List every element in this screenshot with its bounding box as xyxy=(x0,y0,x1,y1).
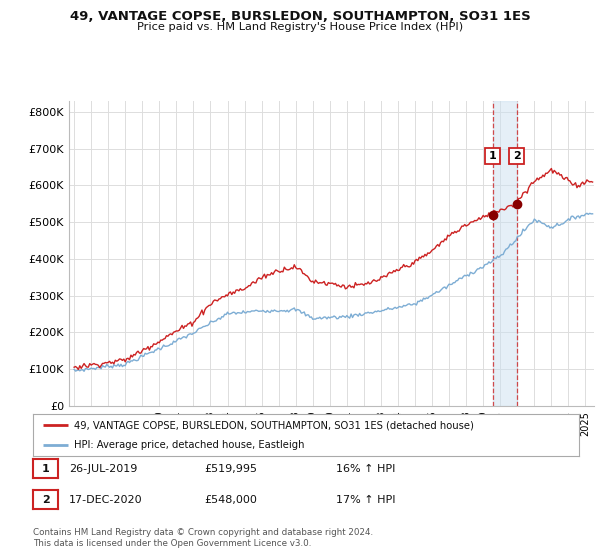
Text: 17% ↑ HPI: 17% ↑ HPI xyxy=(336,494,395,505)
Text: 26-JUL-2019: 26-JUL-2019 xyxy=(69,464,137,474)
Text: 1: 1 xyxy=(489,151,496,161)
Bar xyxy=(493,101,517,406)
Text: 2: 2 xyxy=(42,494,49,505)
Text: 2: 2 xyxy=(513,151,520,161)
Text: 17-DEC-2020: 17-DEC-2020 xyxy=(69,494,143,505)
Text: 1: 1 xyxy=(42,464,49,474)
Text: 16% ↑ HPI: 16% ↑ HPI xyxy=(336,464,395,474)
Text: Price paid vs. HM Land Registry's House Price Index (HPI): Price paid vs. HM Land Registry's House … xyxy=(137,22,463,32)
Text: £548,000: £548,000 xyxy=(204,494,257,505)
Text: £519,995: £519,995 xyxy=(204,464,257,474)
Text: HPI: Average price, detached house, Eastleigh: HPI: Average price, detached house, East… xyxy=(74,440,304,450)
Text: 49, VANTAGE COPSE, BURSLEDON, SOUTHAMPTON, SO31 1ES: 49, VANTAGE COPSE, BURSLEDON, SOUTHAMPTO… xyxy=(70,10,530,23)
Text: 49, VANTAGE COPSE, BURSLEDON, SOUTHAMPTON, SO31 1ES (detached house): 49, VANTAGE COPSE, BURSLEDON, SOUTHAMPTO… xyxy=(74,421,474,430)
Text: Contains HM Land Registry data © Crown copyright and database right 2024.
This d: Contains HM Land Registry data © Crown c… xyxy=(33,528,373,548)
